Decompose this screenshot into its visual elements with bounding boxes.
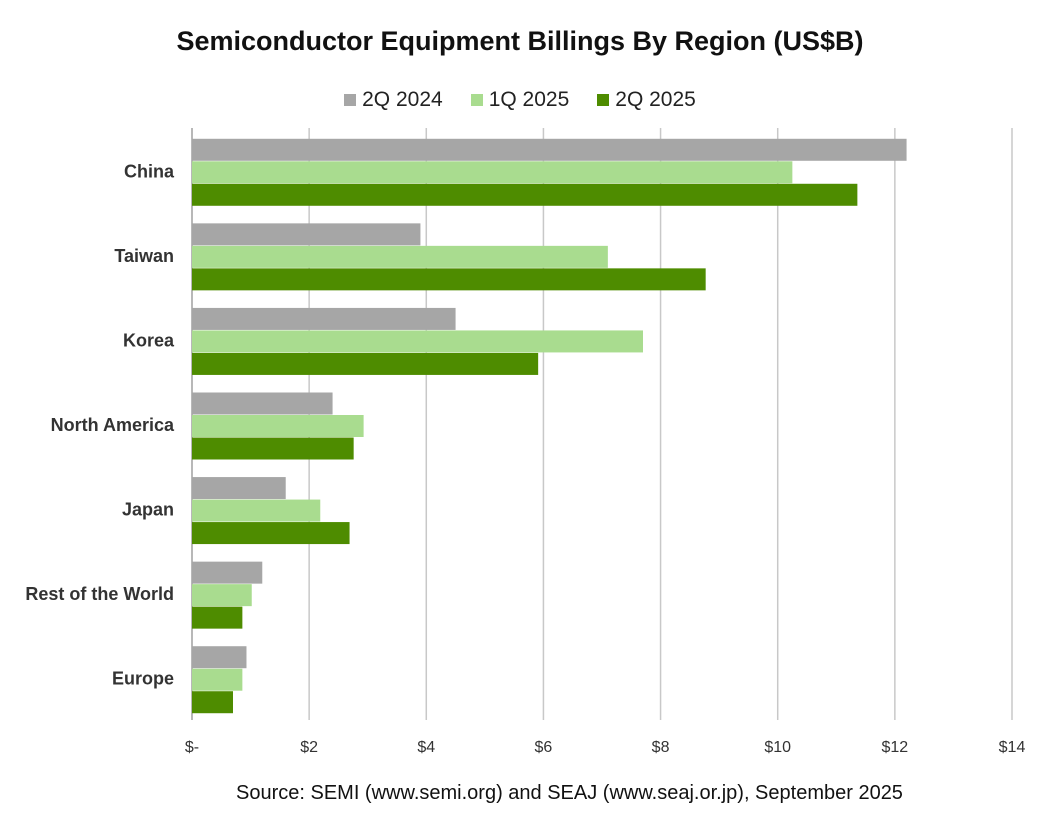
chart-title: Semiconductor Equipment Billings By Regi…	[176, 26, 864, 56]
x-tick-label: $6	[535, 739, 553, 756]
bar-europe-2q-2025	[192, 691, 233, 714]
bar-china-2q-2024	[192, 138, 907, 161]
category-label-korea: Korea	[123, 330, 175, 350]
bar-europe-2q-2024	[192, 646, 247, 669]
bar-taiwan-2q-2024	[192, 223, 421, 246]
legend-label-2q-2024: 2Q 2024	[362, 88, 443, 111]
chart-legend: 2Q 2024 1Q 2025 2Q 2025	[0, 88, 1040, 112]
bar-korea-2q-2025	[192, 352, 539, 375]
x-tick-label: $2	[300, 739, 318, 756]
bar-korea-1q-2025	[192, 330, 643, 353]
legend-label-1q-2025: 1Q 2025	[488, 88, 570, 111]
bar-north-america-1q-2025	[192, 415, 364, 437]
bar-taiwan-2q-2025	[192, 268, 706, 291]
x-tick-label: $12	[882, 739, 909, 756]
category-label-taiwan: Taiwan	[114, 246, 174, 266]
bar-china-1q-2025	[192, 161, 793, 184]
category-label-rest-of-the-world: Rest of the World	[25, 584, 174, 604]
category-label-japan: Japan	[122, 500, 174, 520]
bar-rest-of-the-world-1q-2025	[192, 584, 252, 607]
legend-item-2q-2024: 2Q 2024	[344, 88, 443, 112]
x-tick-label: $10	[764, 739, 791, 756]
category-label-north-america: North America	[51, 415, 175, 435]
category-label-china: China	[124, 161, 175, 181]
bar-china-2q-2025	[192, 183, 858, 206]
bar-japan-1q-2025	[192, 499, 321, 522]
x-tick-label: $4	[417, 739, 435, 756]
bar-japan-2q-2025	[192, 522, 350, 545]
legend-swatch-2q-2024	[344, 94, 357, 106]
legend-swatch-2q-2025	[597, 94, 610, 106]
bar-korea-2q-2024	[192, 307, 456, 330]
bar-europe-1q-2025	[192, 668, 243, 691]
bar-north-america-2q-2025	[192, 437, 354, 460]
bar-taiwan-1q-2025	[192, 245, 608, 268]
x-tick-label: $14	[999, 739, 1026, 756]
x-tick-label: $-	[185, 739, 199, 756]
legend-label-2q-2025: 2Q 2025	[615, 88, 696, 111]
source-note: Source: SEMI (www.semi.org) and SEAJ (ww…	[236, 782, 903, 804]
bar-japan-2q-2024	[192, 477, 286, 500]
legend-swatch-1q-2025	[470, 94, 483, 106]
legend-item-2q-2025: 2Q 2025	[597, 88, 696, 112]
bar-north-america-2q-2024	[192, 392, 333, 415]
category-label-europe: Europe	[112, 669, 174, 689]
x-tick-label: $8	[652, 739, 670, 756]
bar-rest-of-the-world-2q-2024	[192, 561, 263, 584]
legend-item-1q-2025: 1Q 2025	[470, 88, 570, 112]
bar-rest-of-the-world-2q-2025	[192, 606, 243, 629]
